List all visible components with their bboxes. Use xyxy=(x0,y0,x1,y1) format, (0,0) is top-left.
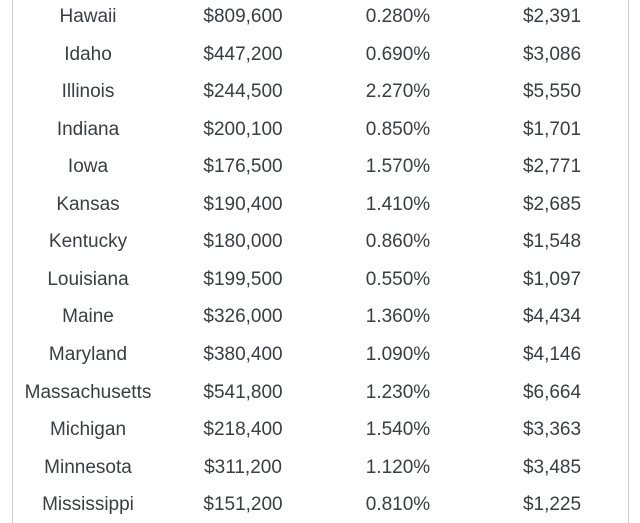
table-left-border xyxy=(12,0,13,523)
median-home-value-cell: $541,800 xyxy=(203,381,283,403)
tax-rate-cell: 0.550% xyxy=(365,268,431,290)
tax-rate-cell: 1.230% xyxy=(365,381,431,403)
tax-rate-cell: 1.570% xyxy=(365,156,431,178)
tax-rate-cell: 1.410% xyxy=(365,193,431,215)
median-home-value-cell: $151,200 xyxy=(203,494,283,516)
tax-rate-cell: 0.280% xyxy=(365,6,431,27)
tax-rate-cell: 0.690% xyxy=(365,43,431,65)
state-cell: Minnesota xyxy=(44,456,132,478)
state-cell: Illinois xyxy=(61,81,115,103)
state-cell: Kansas xyxy=(56,193,120,215)
state-cell: Mississippi xyxy=(42,494,134,516)
median-home-value-cell: $380,400 xyxy=(203,343,283,365)
median-home-value-cell: $190,400 xyxy=(203,193,283,215)
annual-tax-cell: $1,701 xyxy=(522,118,582,140)
tax-rate-cell: 0.860% xyxy=(365,231,431,253)
median-home-value-cell: $809,600 xyxy=(203,6,283,27)
median-home-value-cell: $311,200 xyxy=(204,456,282,478)
state-cell: Indiana xyxy=(56,118,120,140)
annual-tax-cell: $4,434 xyxy=(522,306,582,328)
median-home-value-cell: $199,500 xyxy=(203,268,283,290)
state-cell: Iowa xyxy=(67,156,109,178)
table-right-border xyxy=(628,0,629,523)
median-home-value-cell: $180,000 xyxy=(203,231,283,253)
annual-tax-cell: $3,485 xyxy=(522,456,582,478)
annual-tax-cell: $6,664 xyxy=(522,381,582,403)
annual-tax-cell: $1,225 xyxy=(522,494,582,516)
tax-rate-cell: 1.540% xyxy=(365,419,431,441)
state-cell: Michigan xyxy=(49,419,127,441)
annual-tax-cell: $4,146 xyxy=(522,343,582,365)
annual-tax-cell: $5,550 xyxy=(522,81,582,103)
tax-rate-cell: 1.120% xyxy=(365,456,431,478)
state-cell: Maine xyxy=(62,306,114,328)
annual-tax-cell: $3,086 xyxy=(522,43,582,65)
tax-rate-cell: 1.360% xyxy=(365,306,431,328)
state-cell: Kentucky xyxy=(48,231,128,253)
tax-rate-cell: 2.270% xyxy=(365,81,431,103)
state-cell: Idaho xyxy=(64,43,112,65)
annual-tax-cell: $2,771 xyxy=(522,156,582,178)
tax-rate-cell: 0.850% xyxy=(365,118,431,140)
annual-tax-cell: $2,391 xyxy=(522,6,582,27)
state-cell: Louisiana xyxy=(47,268,129,290)
median-home-value-cell: $326,000 xyxy=(203,306,283,328)
annual-tax-cell: $1,548 xyxy=(522,231,582,253)
median-home-value-cell: $176,500 xyxy=(203,156,283,178)
median-home-value-cell: $218,400 xyxy=(203,419,283,441)
median-home-value-cell: $200,100 xyxy=(203,118,283,140)
tax-rate-cell: 1.090% xyxy=(365,343,431,365)
annual-tax-cell: $3,363 xyxy=(522,419,582,441)
median-home-value-cell: $244,500 xyxy=(203,81,283,103)
median-home-value-cell: $447,200 xyxy=(203,43,283,65)
annual-tax-cell: $2,685 xyxy=(522,193,582,215)
tax-rate-cell: 0.810% xyxy=(365,494,431,516)
state-cell: Hawaii xyxy=(59,6,117,27)
state-cell: Massachusetts xyxy=(24,381,152,403)
state-cell: Maryland xyxy=(48,343,128,365)
annual-tax-cell: $1,097 xyxy=(522,268,582,290)
